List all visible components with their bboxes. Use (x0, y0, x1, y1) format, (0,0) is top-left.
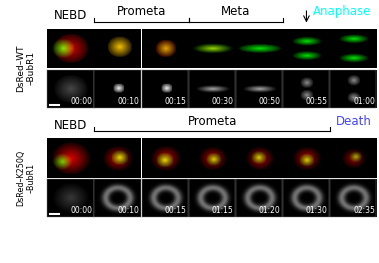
Text: DsRed–WT
–BubR1: DsRed–WT –BubR1 (16, 45, 36, 92)
Text: Prometa: Prometa (117, 5, 166, 18)
Text: 00:00: 00:00 (70, 97, 92, 106)
Text: 00:15: 00:15 (164, 206, 186, 215)
Text: Death: Death (336, 114, 371, 128)
Text: 00:50: 00:50 (259, 97, 281, 106)
Text: 00:10: 00:10 (117, 206, 139, 215)
Text: 00:10: 00:10 (117, 97, 139, 106)
Text: 00:00: 00:00 (70, 206, 92, 215)
Text: Anaphase: Anaphase (313, 5, 371, 18)
Text: 00:55: 00:55 (306, 97, 328, 106)
Text: NEBD: NEBD (54, 119, 88, 132)
Text: 01:15: 01:15 (212, 206, 233, 215)
Text: NEBD: NEBD (54, 9, 88, 22)
Text: 02:35: 02:35 (353, 206, 375, 215)
Text: 01:00: 01:00 (353, 97, 375, 106)
Text: 00:30: 00:30 (211, 97, 233, 106)
Text: 01:30: 01:30 (306, 206, 328, 215)
Text: DsRed–K250Q
–BubR1: DsRed–K250Q –BubR1 (16, 149, 36, 206)
Text: Meta: Meta (221, 5, 251, 18)
Text: Prometa: Prometa (188, 114, 237, 128)
Text: 01:20: 01:20 (259, 206, 281, 215)
Text: 00:15: 00:15 (164, 97, 186, 106)
